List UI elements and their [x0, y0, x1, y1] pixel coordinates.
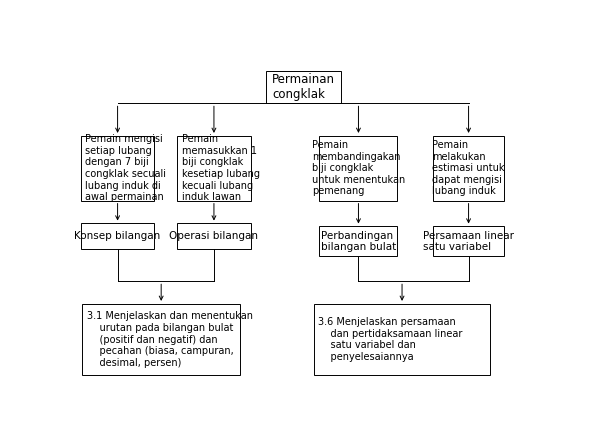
- Text: 3.1 Menjelaskan dan menentukan
    urutan pada bilangan bulat
    (positif dan n: 3.1 Menjelaskan dan menentukan urutan pa…: [86, 311, 253, 368]
- Text: Permainan
congklak: Permainan congklak: [272, 73, 335, 101]
- FancyBboxPatch shape: [81, 223, 155, 249]
- FancyBboxPatch shape: [177, 136, 250, 201]
- Text: Pemain mengisi
setiap lubang
dengan 7 biji
congklak secuali
lubang induk di
awal: Pemain mengisi setiap lubang dengan 7 bi…: [85, 134, 166, 202]
- Text: Konsep bilangan: Konsep bilangan: [75, 232, 160, 241]
- Text: Perbandingan
bilangan bulat: Perbandingan bilangan bulat: [321, 231, 396, 252]
- FancyBboxPatch shape: [314, 304, 490, 375]
- Text: Pemain
melakukan
estimasi untuk
dapat mengisi
lubang induk: Pemain melakukan estimasi untuk dapat me…: [432, 140, 505, 197]
- FancyBboxPatch shape: [82, 304, 240, 375]
- Text: Persamaan linear
satu variabel: Persamaan linear satu variabel: [423, 231, 514, 252]
- FancyBboxPatch shape: [81, 136, 155, 201]
- Text: 3.6 Menjelaskan persamaan
    dan pertidaksamaan linear
    satu variabel dan
  : 3.6 Menjelaskan persamaan dan pertidaksa…: [318, 317, 463, 362]
- Text: Pemain
memasukkan 1
biji congklak
kesetiap lubang
kecuali lubang
induk lawan: Pemain memasukkan 1 biji congklak keseti…: [182, 134, 260, 202]
- FancyBboxPatch shape: [177, 223, 250, 249]
- Text: Operasi bilangan: Operasi bilangan: [169, 232, 259, 241]
- FancyBboxPatch shape: [433, 136, 504, 201]
- FancyBboxPatch shape: [320, 136, 397, 201]
- FancyBboxPatch shape: [266, 71, 341, 102]
- Text: Pemain
membandingakan
biji congklak
untuk menentukan
pemenang: Pemain membandingakan biji congklak untu…: [312, 140, 405, 197]
- FancyBboxPatch shape: [320, 226, 397, 257]
- FancyBboxPatch shape: [433, 226, 504, 257]
